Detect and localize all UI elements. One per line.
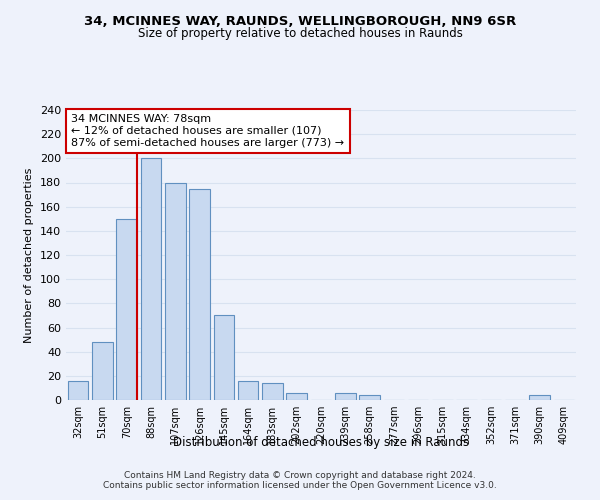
Text: Contains HM Land Registry data © Crown copyright and database right 2024.: Contains HM Land Registry data © Crown c…: [124, 471, 476, 480]
Bar: [189, 188, 210, 400]
Bar: [92, 342, 113, 400]
Text: Distribution of detached houses by size in Raunds: Distribution of detached houses by size …: [173, 436, 469, 449]
Bar: [165, 182, 185, 400]
Bar: [238, 380, 259, 400]
Bar: [286, 393, 307, 400]
Bar: [335, 393, 356, 400]
Y-axis label: Number of detached properties: Number of detached properties: [25, 168, 34, 342]
Text: 34 MCINNES WAY: 78sqm
← 12% of detached houses are smaller (107)
87% of semi-det: 34 MCINNES WAY: 78sqm ← 12% of detached …: [71, 114, 344, 148]
Bar: [529, 395, 550, 400]
Text: Contains public sector information licensed under the Open Government Licence v3: Contains public sector information licen…: [103, 481, 497, 490]
Text: Size of property relative to detached houses in Raunds: Size of property relative to detached ho…: [137, 28, 463, 40]
Bar: [262, 383, 283, 400]
Bar: [214, 316, 234, 400]
Bar: [68, 380, 88, 400]
Text: 34, MCINNES WAY, RAUNDS, WELLINGBOROUGH, NN9 6SR: 34, MCINNES WAY, RAUNDS, WELLINGBOROUGH,…: [84, 15, 516, 28]
Bar: [140, 158, 161, 400]
Bar: [116, 219, 137, 400]
Bar: [359, 395, 380, 400]
